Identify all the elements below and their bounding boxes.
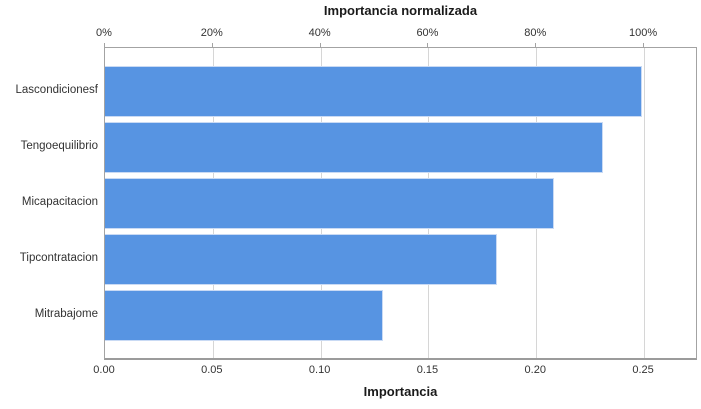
gridline bbox=[644, 48, 646, 358]
top-axis-tick bbox=[104, 43, 105, 47]
bar-tipcontratacion bbox=[105, 234, 498, 285]
top-axis-tick bbox=[211, 43, 213, 47]
category-label-mitrabajome: Mitrabajome bbox=[34, 308, 98, 320]
bottom-axis-tick-label: 0.20 bbox=[524, 364, 546, 376]
top-axis-tick-label: 20% bbox=[200, 27, 223, 39]
bottom-axis-tick-label: 0.10 bbox=[308, 364, 331, 376]
top-axis-tick-label: 40% bbox=[308, 27, 331, 39]
bar-micapacitacion bbox=[105, 178, 554, 229]
category-label-tipcontratacion: Tipcontratacion bbox=[19, 252, 98, 264]
bottom-axis-tick-label: 0.25 bbox=[632, 364, 654, 376]
bottom-axis-tick-label: 0.00 bbox=[93, 364, 115, 376]
category-label-lascondicionesf: Lascondicionesf bbox=[15, 84, 98, 96]
bar-tengoequilibrio bbox=[105, 122, 604, 173]
bar-lascondicionesf bbox=[105, 66, 642, 117]
top-axis-tick-label: 100% bbox=[629, 27, 658, 39]
top-axis-tick bbox=[427, 43, 429, 47]
top-axis-tick bbox=[535, 43, 537, 47]
top-axis-tick bbox=[319, 43, 321, 47]
category-label-tengoequilibrio: Tengoequilibrio bbox=[20, 140, 98, 152]
top-axis-tick-label: 80% bbox=[524, 27, 547, 39]
top-axis-title: Importancia normalizada bbox=[323, 3, 478, 18]
plot-area bbox=[104, 47, 697, 360]
top-axis-tick-label: 0% bbox=[96, 27, 112, 39]
bottom-axis-title: Importancia bbox=[363, 384, 438, 399]
bottom-axis-tick-label: 0.05 bbox=[201, 364, 223, 376]
top-axis-tick bbox=[643, 43, 645, 47]
bottom-axis-tick-label: 0.15 bbox=[416, 364, 439, 376]
category-label-micapacitacion: Micapacitacion bbox=[21, 196, 98, 208]
top-axis-tick-label: 60% bbox=[416, 27, 439, 39]
bar-mitrabajome bbox=[105, 290, 384, 341]
